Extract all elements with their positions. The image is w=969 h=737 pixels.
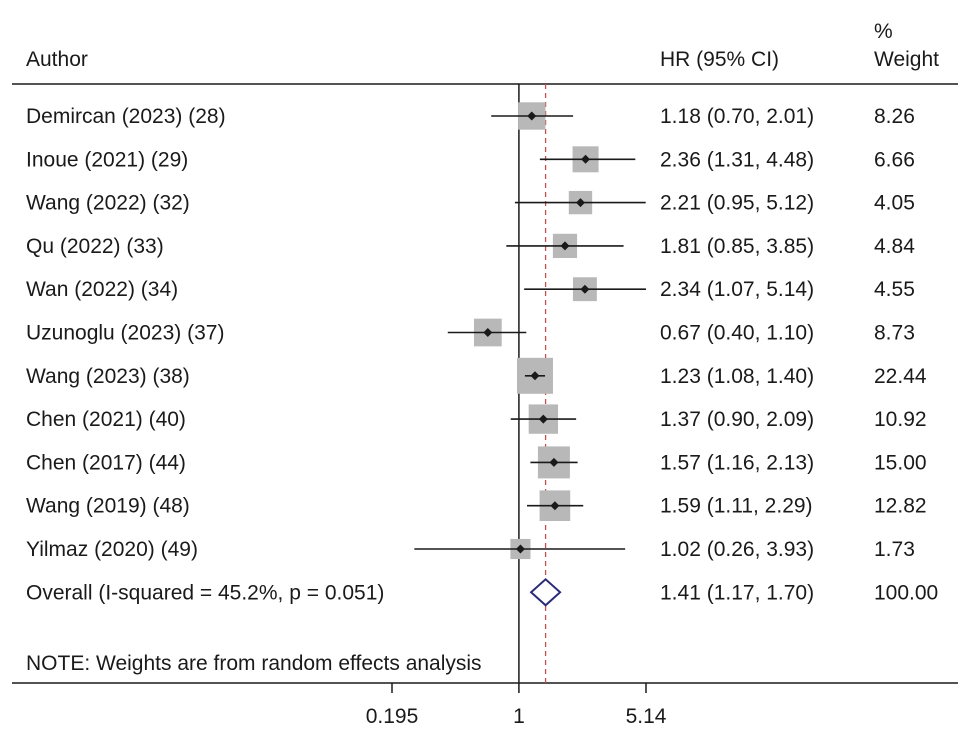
hr-ci-value: 1.59 (1.11, 2.29) <box>660 495 813 518</box>
point-estimate <box>560 241 570 251</box>
x-tick-label: 0.195 <box>366 705 419 728</box>
weight-value: 8.26 <box>874 105 915 128</box>
study-row: Chen (2017) (44) 1.57 (1.16, 2.13) 15.00 <box>26 446 927 479</box>
hr-ci-value: 2.36 (1.31, 4.48) <box>660 148 814 171</box>
study-row: Uzunoglu (2023) (37) 0.67 (0.40, 1.10) 8.7… <box>26 318 915 347</box>
study-label: Uzunoglu (2023) (37) <box>26 322 224 345</box>
study-label: Qu (2022) (33) <box>26 235 164 258</box>
overall-label: Overall (I-squared = 45.2%, p = 0.051) <box>26 581 384 604</box>
study-label: Wang (2023) (38) <box>26 365 190 388</box>
weight-value: 1.73 <box>874 538 915 561</box>
weight-value: 4.05 <box>874 192 915 215</box>
hr-ci-value: 1.23 (1.08, 1.40) <box>660 365 814 388</box>
point-estimate <box>575 198 585 208</box>
study-label: Wang (2022) (32) <box>26 192 190 215</box>
hr-ci-value: 1.81 (0.85, 3.85) <box>660 235 814 258</box>
point-estimate <box>483 328 493 337</box>
study-row: Wang (2019) (48) 1.59 (1.11, 2.29) 12.82 <box>26 490 927 522</box>
hr-ci-value: 1.57 (1.16, 2.13) <box>660 451 814 474</box>
header-weight: Weight <box>874 48 939 71</box>
weight-value: 22.44 <box>874 365 927 388</box>
point-estimate <box>515 544 525 554</box>
study-row: Wang (2023) (38) 1.23 (1.08, 1.40) 22.44 <box>26 357 927 394</box>
study-label: Wang (2019) (48) <box>26 495 190 518</box>
study-row: Wang (2022) (32) 2.21 (0.95, 5.12) 4.05 <box>26 190 915 215</box>
study-row: Inoue (2021) (29) 2.36 (1.31, 4.48) 6.66 <box>26 146 915 173</box>
point-estimate <box>538 414 548 424</box>
hr-ci-value: 0.67 (0.40, 1.10) <box>660 322 814 345</box>
header-weight-pct: % <box>874 20 893 43</box>
hr-ci-value: 1.18 (0.70, 2.01) <box>660 105 814 128</box>
hr-ci-value: 1.37 (0.90, 2.09) <box>660 408 814 431</box>
study-rows: Demircan (2023) (28) 1.18 (0.70, 2.01) 8.2… <box>26 102 927 561</box>
weight-value: 15.00 <box>874 451 927 474</box>
x-axis-ticks: 0.195 1 5.14 <box>366 683 667 728</box>
weight-value: 12.82 <box>874 495 927 518</box>
study-label: Yilmaz (2020) (49) <box>26 538 198 561</box>
point-estimate <box>527 111 537 121</box>
overall-row: Overall (I-squared = 45.2%, p = 0.051) 1.… <box>26 577 938 607</box>
weight-value: 8.73 <box>874 322 915 345</box>
study-label: Inoue (2021) (29) <box>26 148 188 171</box>
point-estimate <box>549 457 559 467</box>
overall-weight: 100.00 <box>874 581 938 604</box>
study-row: Wan (2022) (34) 2.34 (1.07, 5.14) 4.55 <box>26 277 915 301</box>
point-estimate <box>550 501 560 511</box>
header-hr-ci: HR (95% CI) <box>660 48 779 71</box>
study-row: Qu (2022) (33) 1.81 (0.85, 3.85) 4.84 <box>26 233 915 259</box>
point-estimate <box>580 284 590 294</box>
point-estimate <box>581 154 591 164</box>
study-label: Chen (2017) (44) <box>26 451 186 474</box>
note-text: NOTE: Weights are from random effects an… <box>26 652 482 675</box>
weight-value: 4.55 <box>874 278 915 301</box>
x-tick-label: 1 <box>513 705 525 728</box>
study-row: Chen (2021) (40) 1.37 (0.90, 2.09) 10.92 <box>26 404 927 434</box>
study-label: Chen (2021) (40) <box>26 408 186 431</box>
x-tick-label: 5.14 <box>626 705 667 728</box>
overall-diamond <box>529 577 562 607</box>
study-row: Demircan (2023) (28) 1.18 (0.70, 2.01) 8.2… <box>26 102 915 130</box>
point-estimate <box>530 371 540 381</box>
hr-ci-value: 1.02 (0.26, 3.93) <box>660 538 814 561</box>
weight-value: 4.84 <box>874 235 915 258</box>
weight-value: 6.66 <box>874 148 915 171</box>
overall-hr-ci: 1.41 (1.17, 1.70) <box>660 581 814 604</box>
study-label: Demircan (2023) (28) <box>26 105 226 128</box>
weight-value: 10.92 <box>874 408 927 431</box>
hr-ci-value: 2.21 (0.95, 5.12) <box>660 192 814 215</box>
header-author: Author <box>26 48 88 71</box>
study-row: Yilmaz (2020) (49) 1.02 (0.26, 3.93) 1.73 <box>26 538 915 561</box>
hr-ci-value: 2.34 (1.07, 5.14) <box>660 278 814 301</box>
study-label: Wan (2022) (34) <box>26 278 178 301</box>
